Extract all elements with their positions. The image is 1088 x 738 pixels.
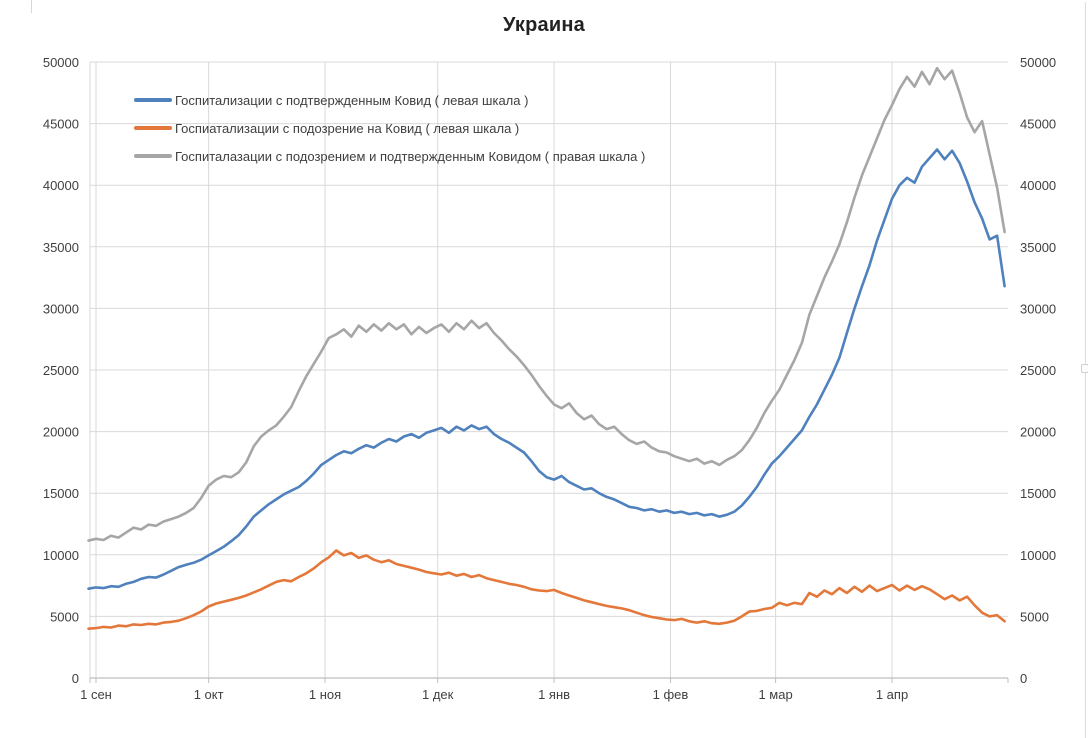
x-axis-label: 1 апр <box>876 687 908 702</box>
legend-item-suspected[interactable]: Госпиатализации с подозрение на Ковид ( … <box>134 114 645 142</box>
legend-label-confirmed: Госпитализации с подтвержденным Ковид ( … <box>175 92 529 108</box>
y-axis-label-left: 15000 <box>43 486 79 501</box>
legend-label-suspected: Госпиатализации с подозрение на Ковид ( … <box>175 120 520 136</box>
y-axis-label-right: 50000 <box>1020 55 1056 70</box>
legend-item-confirmed[interactable]: Госпитализации с подтвержденным Ковид ( … <box>134 86 645 114</box>
series-line-confirmed <box>87 148 1006 591</box>
x-axis-label: 1 янв <box>538 687 570 702</box>
x-axis-label: 1 сен <box>80 687 112 702</box>
y-axis-label-right: 45000 <box>1020 117 1056 132</box>
x-axis-label: 1 фев <box>653 687 689 702</box>
y-axis-label-left: 30000 <box>43 301 79 316</box>
y-axis-label-right: 5000 <box>1020 609 1049 624</box>
series-line-total <box>87 66 1006 542</box>
legend-label-total: Госпиталазации с подозрением и подтвержд… <box>175 148 646 164</box>
y-axis-label-left: 5000 <box>50 609 79 624</box>
x-axis-label: 1 ноя <box>309 687 341 702</box>
chart-title: Украина <box>503 14 585 36</box>
series-line-suspected <box>87 549 1006 631</box>
y-axis-label-right: 25000 <box>1020 363 1056 378</box>
chart-resize-handle[interactable] <box>1081 364 1088 373</box>
y-axis-label-left: 10000 <box>43 548 79 563</box>
y-axis-label-right: 20000 <box>1020 425 1056 440</box>
y-axis-label-left: 35000 <box>43 240 79 255</box>
legend-line-total-icon <box>134 154 172 158</box>
y-axis-label-right: 15000 <box>1020 486 1056 501</box>
x-axis-label: 1 дек <box>422 687 454 702</box>
y-axis-label-left: 50000 <box>43 55 79 70</box>
legend-line-suspected-icon <box>134 126 172 130</box>
y-axis-label-left: 25000 <box>43 363 79 378</box>
y-axis-label-left: 0 <box>72 671 79 686</box>
ui-artifact-line <box>31 0 32 13</box>
y-axis-label-right: 40000 <box>1020 178 1056 193</box>
y-axis-label-right: 35000 <box>1020 240 1056 255</box>
legend-item-total[interactable]: Госпиталазации с подозрением и подтвержд… <box>134 142 645 170</box>
legend-line-confirmed-icon <box>134 98 172 102</box>
x-axis-label: 1 окт <box>194 687 224 702</box>
legend: Госпитализации с подтвержденным Ковид ( … <box>134 86 645 170</box>
y-axis-label-right: 30000 <box>1020 301 1056 316</box>
y-axis-label-left: 45000 <box>43 117 79 132</box>
y-axis-label-left: 40000 <box>43 178 79 193</box>
y-axis-label-left: 20000 <box>43 425 79 440</box>
x-axis-label: 1 мар <box>758 687 792 702</box>
y-axis-label-right: 10000 <box>1020 548 1056 563</box>
y-axis-label-right: 0 <box>1020 671 1027 686</box>
